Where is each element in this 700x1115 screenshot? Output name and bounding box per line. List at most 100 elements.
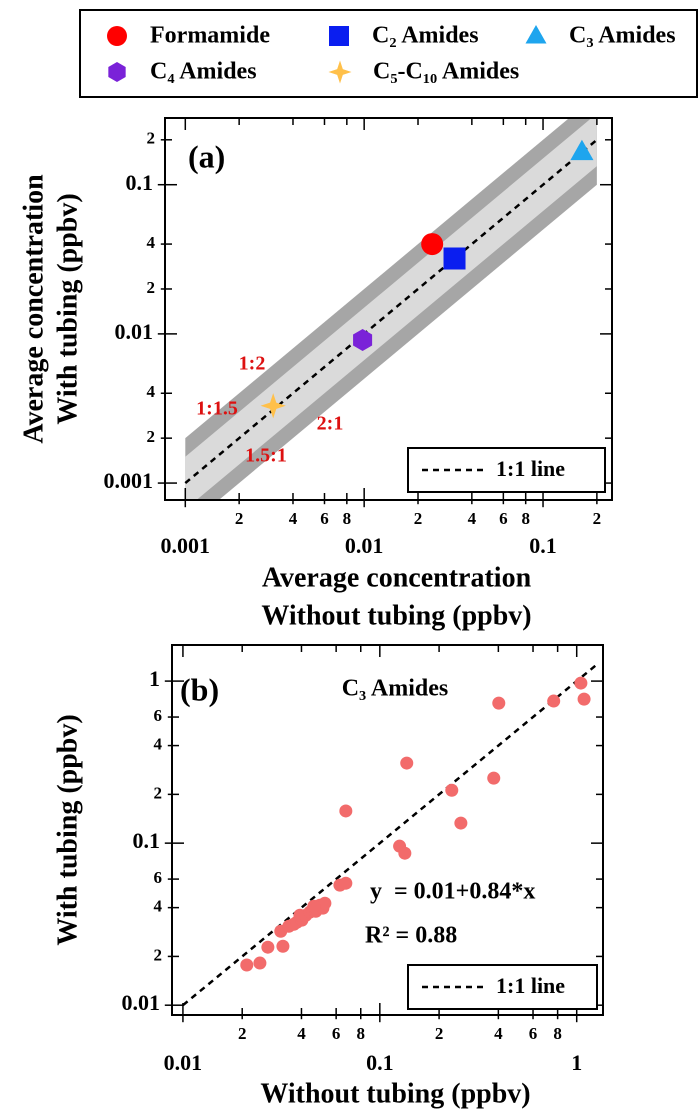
legend-label: C₂ Amides	[372, 23, 479, 49]
x-tick-label: 8	[521, 509, 530, 528]
data-point	[445, 783, 459, 797]
x-tick-label: 8	[356, 1024, 365, 1043]
y-tick-label: 2	[154, 945, 163, 964]
legend-label: Formamide	[150, 23, 270, 49]
data-point	[398, 846, 412, 860]
panel-label: (a)	[188, 138, 225, 174]
x-tick-label: 2	[435, 1024, 444, 1043]
marker	[353, 328, 373, 351]
y-tick-label: 4	[147, 233, 156, 252]
y-tick-label: 0.1	[126, 170, 154, 195]
panel-label: (b)	[180, 671, 219, 707]
x-tick-label: 0.1	[529, 533, 557, 558]
plot-frame	[171, 644, 604, 1016]
data-point	[276, 939, 290, 953]
x-tick-label: 8	[553, 1024, 562, 1043]
legend-marker	[108, 62, 126, 82]
x-tick-label: 8	[343, 509, 352, 528]
data-point	[253, 956, 267, 970]
x-tick-label: 2	[593, 509, 602, 528]
legend-marker	[329, 26, 349, 46]
plot-frame	[164, 117, 613, 501]
data-point	[547, 694, 561, 708]
data-point	[492, 696, 506, 710]
band-label: 2:1	[317, 413, 344, 435]
data-point	[577, 692, 591, 706]
data-point	[261, 940, 275, 954]
y-tick-label: 0.01	[115, 319, 154, 344]
data-point	[240, 958, 254, 972]
legend-box	[79, 9, 698, 98]
y-tick-label: 6	[154, 706, 163, 725]
x-tick-label: 4	[297, 1024, 306, 1043]
y-tick-label: 4	[147, 382, 156, 401]
y-tick-label: 4	[154, 734, 163, 753]
marker	[443, 247, 466, 270]
x-tick-label: 0.01	[345, 533, 384, 558]
data-point	[574, 676, 588, 690]
y-axis-label: With tubing (ppbv)	[52, 193, 83, 424]
line-legend-label: 1:1 line	[496, 973, 565, 998]
legend-label: C₅-C₁₀ Amides	[373, 59, 519, 85]
data-point	[339, 804, 353, 818]
data-point	[487, 771, 501, 785]
y-tick-label: 1	[149, 666, 160, 691]
legend-marker	[525, 25, 547, 44]
x-tick-label: 6	[499, 509, 508, 528]
y-tick-label: 2	[154, 783, 163, 802]
marker	[570, 139, 594, 161]
data-point	[318, 896, 332, 910]
plot-area	[184, 118, 598, 500]
ratio-band	[185, 118, 597, 500]
legend-marker	[328, 60, 352, 84]
data-point	[339, 876, 353, 890]
legend-label: C₃ Amides	[569, 23, 676, 49]
y-tick-label: 6	[154, 868, 163, 887]
x-tick-label: 1	[571, 1050, 582, 1075]
x-tick-label: 2	[238, 1024, 247, 1043]
line-legend-label: 1:1 line	[496, 456, 565, 481]
fit-annotation: y = 0.01+0.84*x	[370, 879, 535, 905]
data-point	[454, 816, 468, 830]
line-legend-box	[407, 447, 606, 493]
marker	[421, 233, 444, 256]
panel-title: C₃ Amides	[342, 676, 449, 702]
x-tick-label: 0.01	[164, 1050, 203, 1075]
line-legend-box	[407, 964, 598, 1010]
y-axis-label: With tubing (ppbv)	[52, 714, 83, 945]
x-tick-label: 2	[235, 509, 244, 528]
one-to-one-line	[182, 662, 599, 1007]
x-tick-label: 0.1	[366, 1050, 394, 1075]
y-tick-label: 2	[147, 129, 156, 148]
data-point	[307, 899, 321, 913]
band-label: 1:1.5	[196, 398, 238, 420]
x-tick-label: 0.001	[161, 533, 211, 558]
x-tick-label: 6	[320, 509, 329, 528]
band-label: 1:2	[239, 353, 266, 375]
y-tick-label: 0.001	[104, 468, 154, 493]
legend-marker	[107, 26, 127, 46]
marker	[260, 393, 286, 419]
x-axis-label: Without tubing (ppbv)	[261, 600, 531, 631]
y-tick-label: 4	[154, 897, 163, 916]
band-label: 1.5:1	[245, 445, 287, 467]
one-to-one-line	[184, 138, 598, 485]
x-tick-label: 4	[468, 509, 477, 528]
y-axis-label: Average concentration	[18, 174, 49, 444]
x-tick-label: 6	[529, 1024, 538, 1043]
x-tick-label: 4	[494, 1024, 503, 1043]
x-axis-label: Without tubing (ppbv)	[260, 1078, 530, 1109]
legend-label: C₄ Amides	[150, 59, 257, 85]
y-tick-label: 0.01	[122, 990, 161, 1015]
y-tick-label: 2	[147, 427, 156, 446]
y-tick-label: 2	[147, 278, 156, 297]
x-tick-label: 6	[332, 1024, 341, 1043]
plot-area	[182, 662, 599, 1007]
y-tick-label: 0.1	[133, 828, 161, 853]
fit-annotation: R² = 0.88	[365, 923, 457, 949]
x-tick-label: 4	[289, 509, 298, 528]
x-axis-label: Average concentration	[262, 562, 532, 593]
data-point	[400, 756, 414, 770]
x-tick-label: 2	[414, 509, 423, 528]
